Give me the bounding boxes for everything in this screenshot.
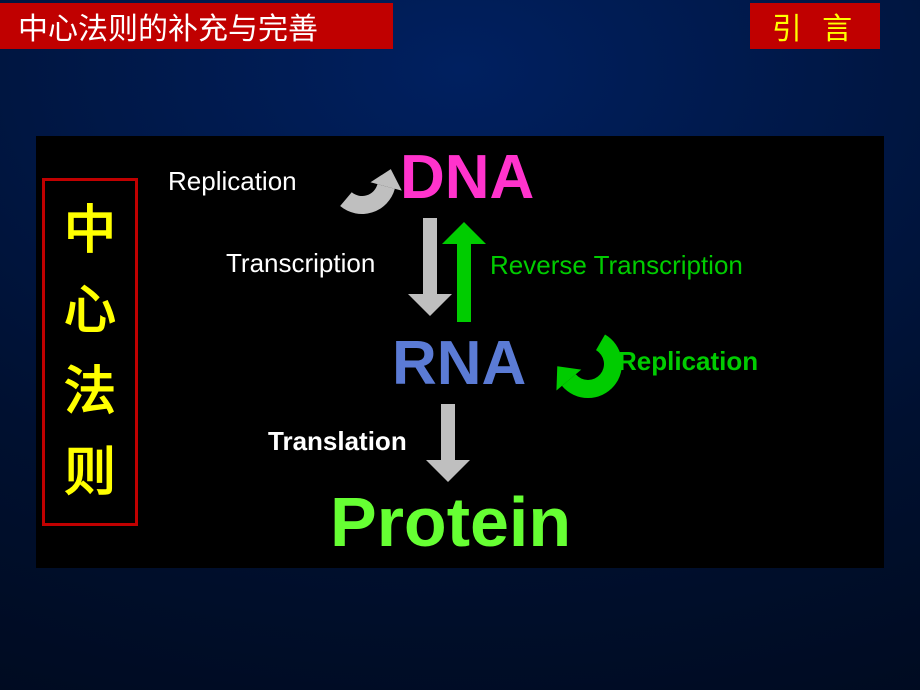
- side-label: 中 心 法 则: [42, 178, 138, 526]
- label-translation: Translation: [268, 426, 407, 457]
- diagram: DNA RNA Protein Replication Transcriptio…: [140, 136, 884, 568]
- label-replication-rna: Replication: [618, 346, 758, 377]
- title-left: 中心法则的补充与完善: [0, 3, 393, 49]
- label-reverse-transcription: Reverse Transcription: [490, 250, 743, 281]
- side-char-2: 心: [64, 271, 116, 352]
- node-rna: RNA: [392, 328, 526, 399]
- title-right: 引 言: [750, 3, 880, 49]
- slide: 中心法则的补充与完善 引 言 中 心 法 则 DNA RNA Protein R…: [0, 0, 920, 690]
- side-char-4: 则: [64, 433, 116, 514]
- node-protein: Protein: [330, 482, 571, 562]
- title-right-text: 引 言: [772, 4, 858, 48]
- side-char-1: 中: [64, 191, 116, 272]
- side-char-3: 法: [64, 352, 116, 433]
- label-transcription: Transcription: [226, 248, 375, 279]
- node-dna: DNA: [400, 142, 534, 213]
- label-replication-dna: Replication: [168, 166, 297, 197]
